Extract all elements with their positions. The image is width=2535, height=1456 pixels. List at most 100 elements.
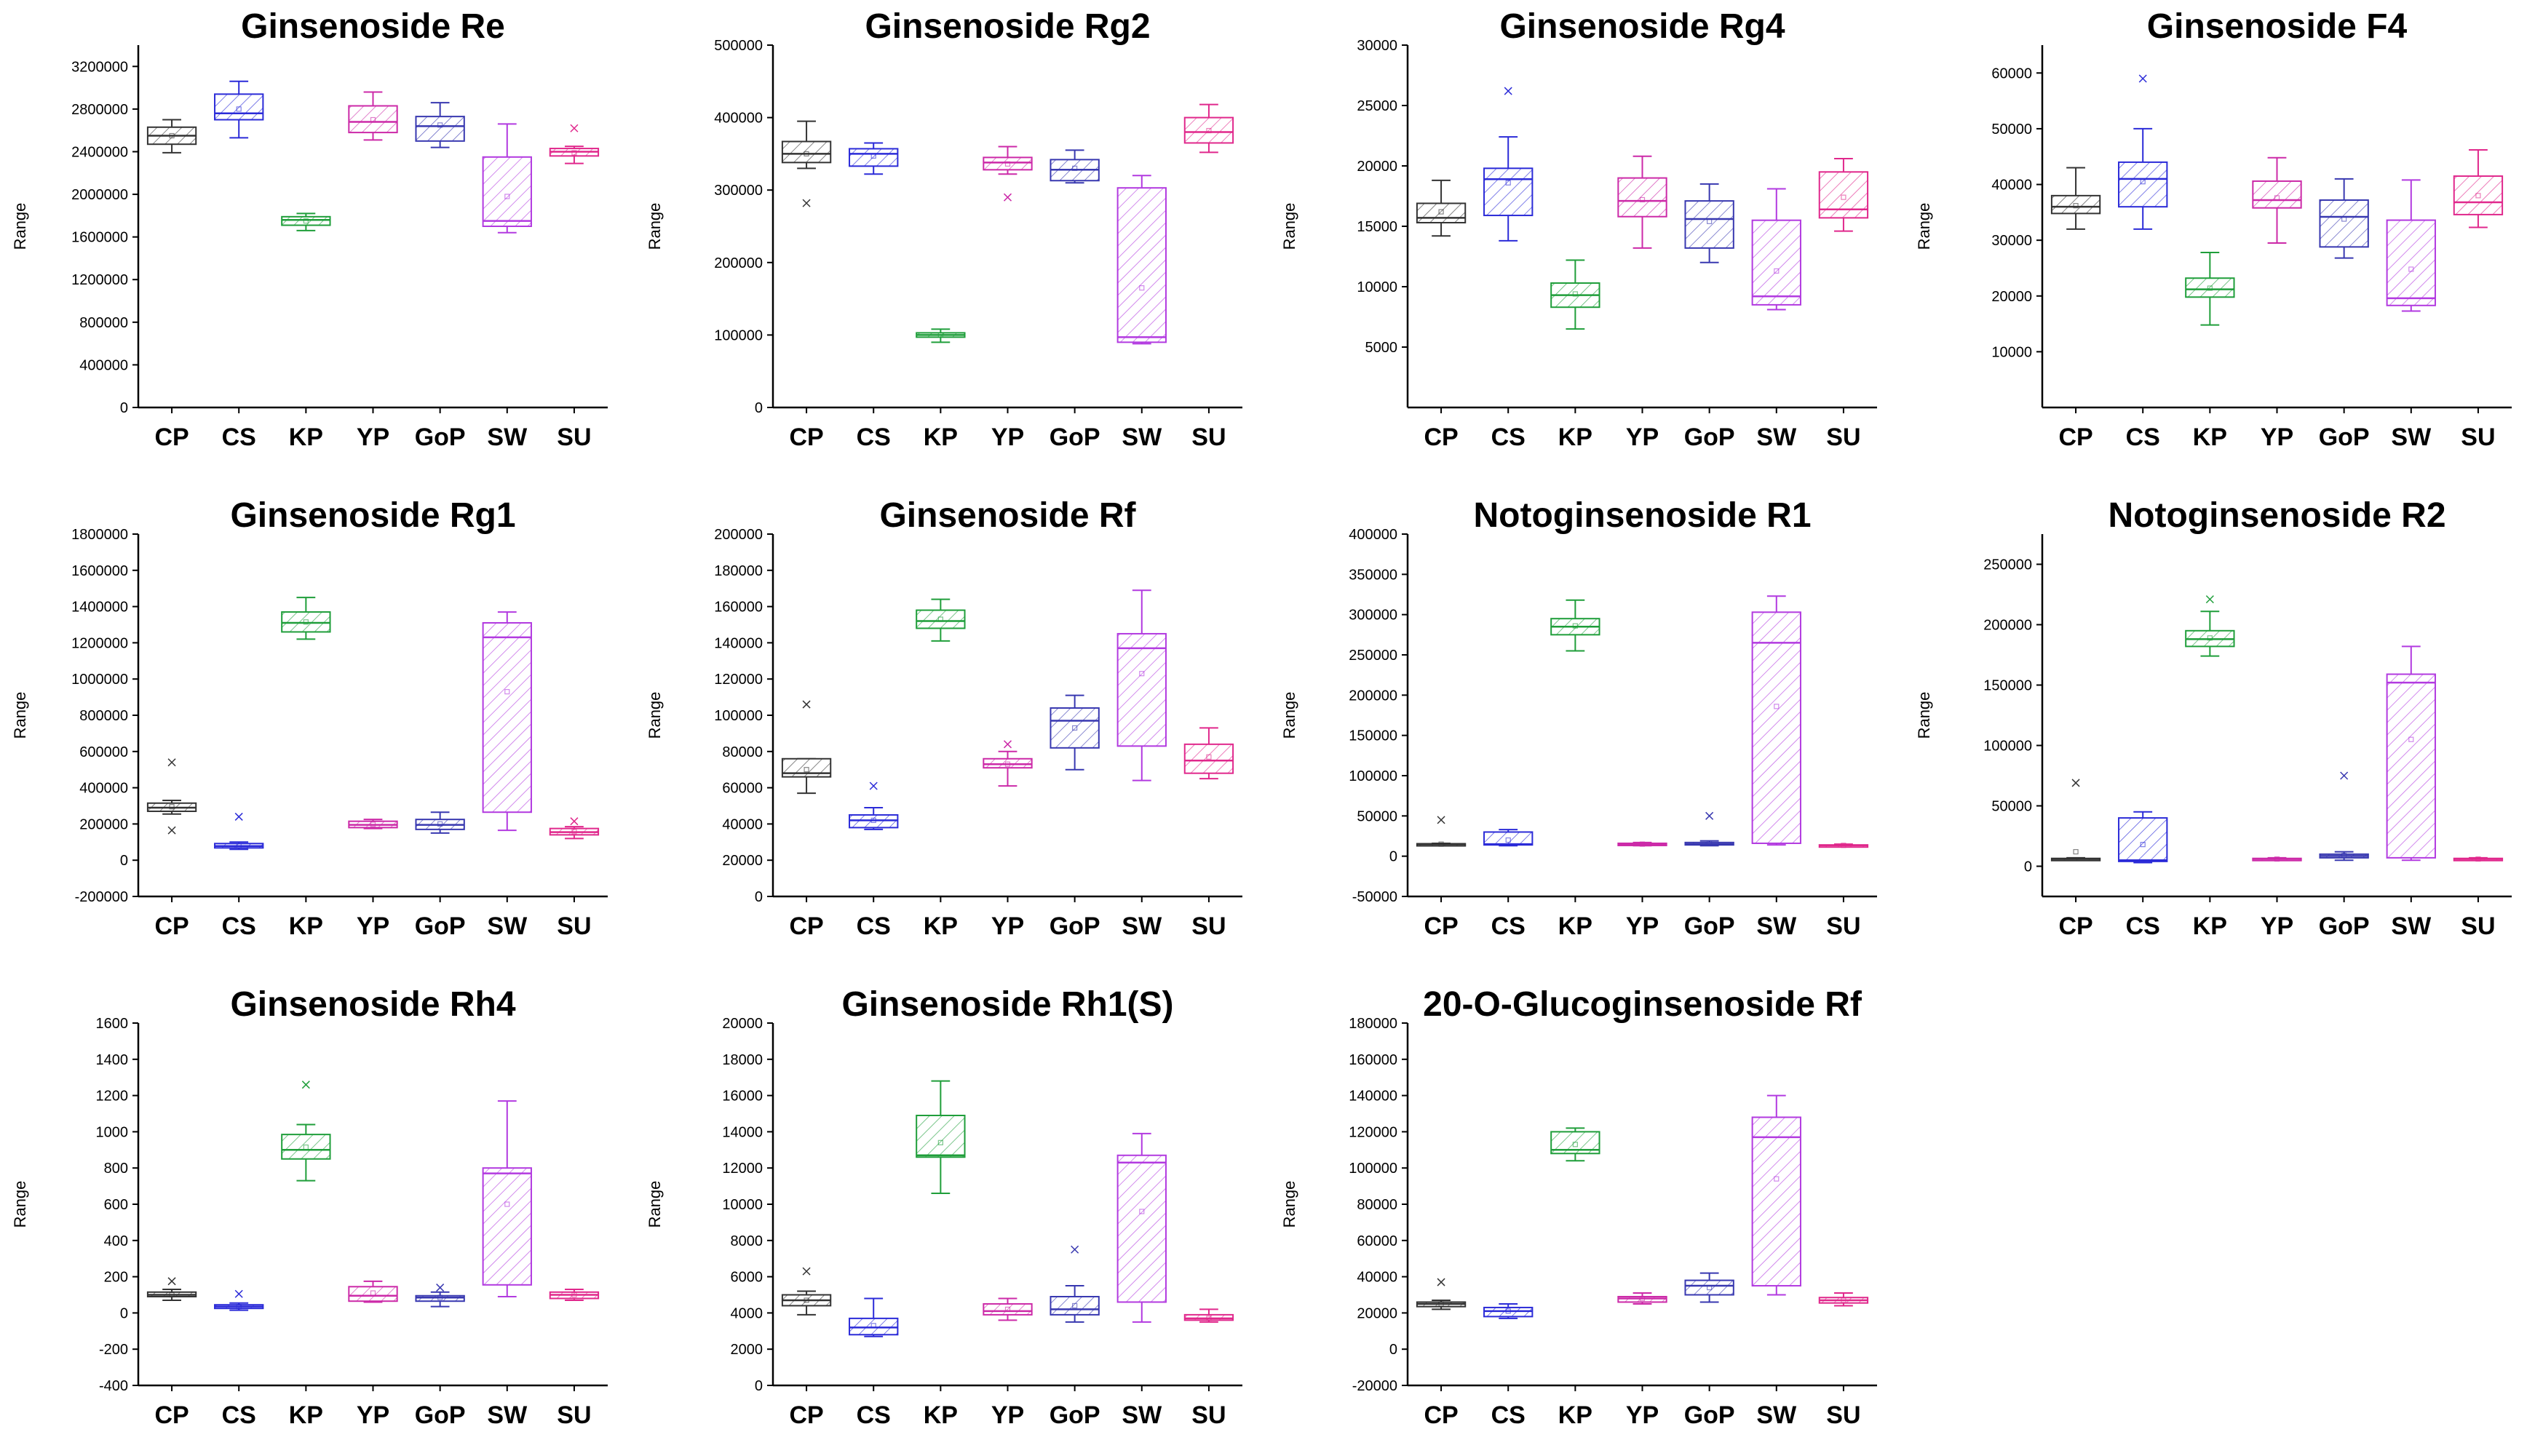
x-tick-label: CP (2058, 423, 2092, 451)
box-cs (1483, 87, 1534, 242)
y-tick-label: 0 (755, 1378, 763, 1394)
mean-marker (437, 122, 443, 128)
box-gop (2319, 771, 2369, 862)
chart-panel-ginsenoside-rh4: Ginsenoside Rh4 Range -400 -200 0 200 400 600 80… (11, 985, 608, 1429)
box-kp (281, 1081, 331, 1182)
x-tick-label: CP (154, 912, 189, 940)
box-yp (348, 1280, 398, 1303)
mean-marker (303, 218, 309, 224)
y-tick-label: 200000 (714, 255, 763, 271)
chart-title: Ginsenoside Re (241, 7, 505, 46)
box-su (1818, 1292, 1869, 1307)
box-su (1818, 843, 1869, 848)
mean-marker (1707, 1284, 1713, 1291)
mean-marker (804, 767, 809, 773)
x-tick-label: SW (2391, 423, 2432, 451)
box-gop (415, 811, 465, 834)
x-tick-label: CS (1491, 912, 1526, 940)
y-axis-label: Range (1280, 1181, 1298, 1228)
mean-marker (1572, 291, 1578, 297)
box-cs (849, 781, 899, 830)
box-iqr (1116, 632, 1167, 747)
mean-marker (437, 1294, 443, 1300)
y-tick-label: 60000 (1357, 1233, 1397, 1249)
y-tick-label: 1000 (96, 1124, 129, 1140)
y-tick-label: 180000 (1349, 1016, 1397, 1032)
box-iqr (415, 116, 465, 142)
y-tick-label: 600 (104, 1197, 128, 1213)
y-tick-label: 180000 (714, 563, 763, 579)
y-tick-label: 30000 (1991, 233, 2032, 249)
y-axis-label: Range (1280, 203, 1298, 250)
y-tick-label: 20000 (1991, 289, 2032, 305)
mean-marker (2073, 203, 2079, 209)
box-kp (1550, 259, 1600, 330)
y-tick-label: -200 (99, 1342, 128, 1358)
box-cp (146, 758, 197, 835)
x-tick-label: CP (789, 912, 823, 940)
chart-panel-ginsenoside-rh1-s: Ginsenoside Rh1(S) Range 0 2000 4000 6000 8000… (646, 985, 1242, 1429)
box-kp (2185, 595, 2235, 657)
mean-marker (236, 106, 242, 112)
mean-marker (1139, 285, 1145, 291)
y-tick-label: 120000 (1349, 1124, 1397, 1140)
x-tick-label: SU (557, 423, 591, 451)
x-tick-label: YP (1626, 1401, 1659, 1429)
y-tick-label: 100000 (1983, 739, 2032, 755)
mean-marker (504, 689, 510, 695)
y-tick-label: 800000 (79, 315, 128, 331)
box-yp (348, 819, 398, 830)
y-tick-label: 40000 (722, 816, 763, 832)
x-tick-label: CS (2126, 423, 2160, 451)
y-axis-label: Range (646, 1181, 664, 1228)
mean-marker (870, 1323, 876, 1329)
box-su (549, 124, 600, 164)
x-tick-label: SW (1756, 912, 1797, 940)
x-tick-label: SW (1756, 423, 1797, 451)
mean-marker (571, 1292, 577, 1298)
y-tick-label: 250000 (1349, 648, 1397, 664)
box-iqr (482, 1167, 532, 1286)
y-tick-label: 100000 (714, 327, 763, 343)
box-su (549, 1289, 600, 1301)
x-tick-label: GoP (2319, 423, 2370, 451)
chart-title: Ginsenoside Rg2 (865, 7, 1150, 46)
outlier-marker (2205, 595, 2214, 604)
mean-marker (169, 804, 175, 810)
box-iqr (2453, 175, 2504, 215)
box-iqr (1483, 167, 1534, 217)
box-gop (415, 1284, 465, 1308)
box-iqr (983, 1302, 1033, 1316)
outlier-marker (1437, 1278, 1445, 1286)
box-kp (916, 328, 966, 343)
mean-marker (571, 829, 577, 835)
x-tick-label: GoP (1684, 1401, 1735, 1429)
mean-marker (1438, 209, 1444, 215)
mean-marker (169, 132, 175, 139)
mean-marker (1206, 1316, 1212, 1321)
box-cp (781, 1267, 832, 1316)
x-tick-label: CS (857, 1401, 891, 1429)
mean-marker (2341, 216, 2347, 222)
x-tick-label: YP (991, 423, 1024, 451)
y-tick-label: 14000 (722, 1124, 763, 1140)
box-sw (1751, 188, 1801, 311)
y-tick-label: 10000 (722, 1197, 763, 1213)
mean-marker (870, 817, 876, 824)
box-iqr (916, 1114, 966, 1158)
box-sw (1751, 595, 1801, 846)
x-tick-label: CP (789, 423, 823, 451)
y-tick-label: -400 (99, 1378, 128, 1394)
outlier-marker (234, 1289, 243, 1298)
x-tick-label: YP (357, 423, 389, 451)
outlier-marker (2138, 74, 2147, 83)
mean-marker (571, 150, 577, 156)
chart-title: 20-O-Glucoginsenoside Rf (1423, 985, 1862, 1024)
x-tick-label: YP (357, 912, 389, 940)
y-axis-label: Range (11, 203, 29, 250)
y-tick-label: 100000 (1349, 768, 1397, 784)
y-tick-label: 10000 (1991, 344, 2032, 360)
y-tick-label: 0 (755, 400, 763, 416)
mean-marker (2408, 736, 2414, 742)
box-gop (1684, 811, 1734, 847)
